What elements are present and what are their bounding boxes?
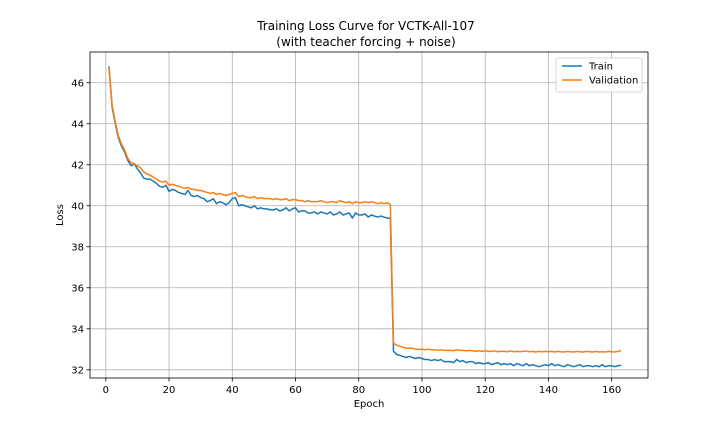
grid-lines [90, 52, 648, 378]
legend: Train Validation [555, 57, 643, 93]
y-axis-label: Loss [55, 204, 66, 226]
y-tick-label: 46 [71, 78, 84, 89]
x-axis-label: Epoch [354, 399, 385, 410]
legend-label-train: Train [588, 62, 613, 73]
legend-label-validation: Validation [589, 76, 638, 87]
axis-ticks: 0 20 40 60 80 100 120 140 160 32 34 36 38 40 42 44 46 [71, 78, 621, 396]
x-tick-label: 60 [289, 385, 302, 396]
series-line-train [108, 66, 622, 368]
y-tick-label: 38 [71, 242, 84, 253]
x-tick-label: 120 [476, 385, 495, 396]
x-tick-label: 40 [226, 385, 239, 396]
chart-title-line1: Training Loss Curve for VCTK-All-107 [256, 19, 475, 33]
plot-frame [89, 51, 649, 379]
x-tick-label: 0 [103, 385, 109, 396]
series-layer [108, 66, 622, 368]
y-tick-label: 44 [71, 119, 84, 130]
y-tick-label: 32 [71, 365, 84, 376]
y-tick-label: 42 [71, 160, 84, 171]
y-tick-label: 40 [71, 201, 84, 212]
chart-title-line2: (with teacher forcing + noise) [276, 35, 455, 49]
x-tick-label: 20 [163, 385, 176, 396]
y-tick-label: 34 [71, 324, 84, 335]
x-tick-label: 160 [602, 385, 621, 396]
x-tick-label: 100 [412, 385, 431, 396]
series-line-validation [108, 67, 622, 353]
x-tick-label: 140 [539, 385, 558, 396]
y-tick-label: 36 [71, 283, 84, 294]
x-tick-label: 80 [352, 385, 365, 396]
